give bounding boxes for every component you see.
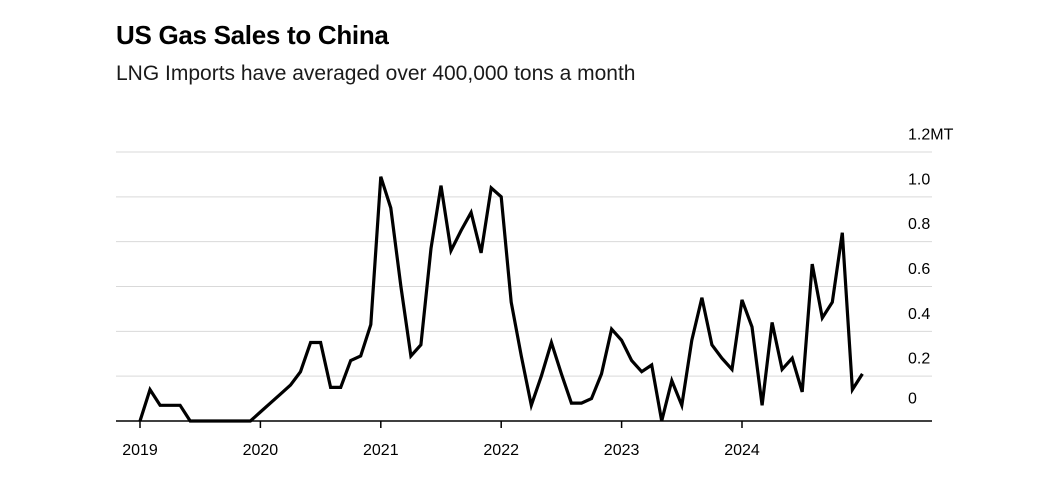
series-line xyxy=(138,176,864,423)
x-tick-label: 2022 xyxy=(483,442,519,459)
x-tick-label: 2024 xyxy=(724,442,760,459)
y-tick-label: 1.2MT xyxy=(908,127,954,144)
x-tick-label: 2023 xyxy=(604,442,640,459)
chart-subtitle: LNG Imports have averaged over 400,000 t… xyxy=(116,62,636,85)
y-tick-label: 0.4 xyxy=(908,306,930,323)
chart-title: US Gas Sales to China xyxy=(116,20,389,50)
y-tick-label: 0.6 xyxy=(908,261,930,278)
y-tick-label: 0.8 xyxy=(908,216,930,233)
x-tick-label: 2021 xyxy=(363,442,399,459)
y-tick-label: 1.0 xyxy=(908,171,930,188)
y-tick-label: 0.2 xyxy=(908,351,930,368)
y-tick-label: 0 xyxy=(908,391,917,408)
x-tick-label: 2020 xyxy=(243,442,279,459)
x-tick-label: 2019 xyxy=(122,442,158,459)
